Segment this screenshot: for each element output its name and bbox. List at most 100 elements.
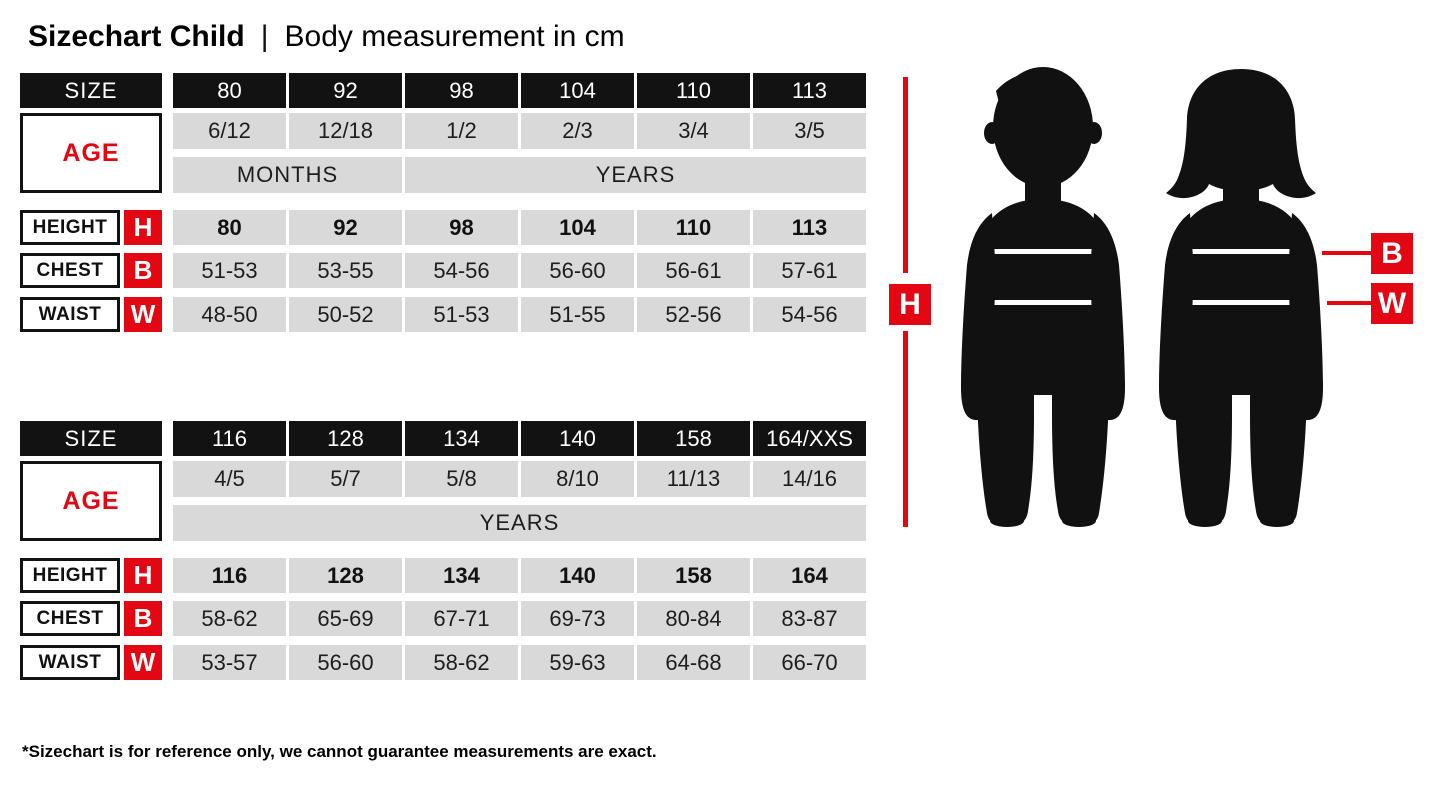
- chest-cell: 57-61: [753, 253, 866, 288]
- chest-cell: 53-55: [289, 253, 402, 288]
- age-header-label: AGE: [20, 113, 162, 193]
- waist-cell: 51-53: [405, 297, 518, 332]
- size-cell: 110: [637, 73, 750, 108]
- waist-cell: 48-50: [173, 297, 286, 332]
- waist-row-label: WAIST: [20, 297, 120, 332]
- height-cell: 98: [405, 210, 518, 245]
- chest-letter-badge: B: [124, 253, 162, 288]
- title-main: Sizechart Child: [28, 20, 245, 53]
- title-separator: |: [260, 20, 269, 53]
- age-unit-row: MONTHS YEARS: [20, 157, 866, 193]
- height-cell: 104: [521, 210, 634, 245]
- age-cell: 5/8: [405, 461, 518, 497]
- height-cell: 80: [173, 210, 286, 245]
- age-row-spacer: [20, 461, 162, 497]
- age-cell: 3/4: [637, 113, 750, 149]
- age-cell: 4/5: [173, 461, 286, 497]
- size-cell: 158: [637, 421, 750, 456]
- height-cell: 110: [637, 210, 750, 245]
- waist-row: WAIST W 53-57 56-60 58-62 59-63 64-68 66…: [20, 645, 866, 680]
- waist-cell: 54-56: [753, 297, 866, 332]
- height-cell: 128: [289, 558, 402, 593]
- size-row: SIZE 116 128 134 140 158 164/XXS: [20, 421, 866, 456]
- chest-cell: 65-69: [289, 601, 402, 636]
- chest-cell: 80-84: [637, 601, 750, 636]
- chest-cell: 51-53: [173, 253, 286, 288]
- height-cell: 134: [405, 558, 518, 593]
- waist-letter-badge: W: [124, 297, 162, 332]
- size-header-label: SIZE: [20, 421, 162, 456]
- chest-cell: 83-87: [753, 601, 866, 636]
- age-row: 4/5 5/7 5/8 8/10 11/13 14/16: [20, 461, 866, 497]
- age-cell: 3/5: [753, 113, 866, 149]
- age-cell: 8/10: [521, 461, 634, 497]
- waist-letter-badge: W: [124, 645, 162, 680]
- disclaimer-footnote: *Sizechart is for reference only, we can…: [22, 742, 657, 761]
- height-cell: 92: [289, 210, 402, 245]
- waist-cell: 51-55: [521, 297, 634, 332]
- height-row-label: HEIGHT: [20, 210, 120, 245]
- waist-cell: 52-56: [637, 297, 750, 332]
- height-figure-badge: H: [889, 284, 931, 325]
- size-cell: 134: [405, 421, 518, 456]
- age-header-label: AGE: [20, 461, 162, 541]
- chest-figure-badge: B: [1371, 233, 1413, 274]
- waist-cell: 59-63: [521, 645, 634, 680]
- age-cell: 11/13: [637, 461, 750, 497]
- size-cell: 80: [173, 73, 286, 108]
- age-cell: 1/2: [405, 113, 518, 149]
- age-row-spacer: [20, 113, 162, 149]
- waist-cell: 66-70: [753, 645, 866, 680]
- waist-measure-line: [1327, 301, 1371, 305]
- height-cell: 113: [753, 210, 866, 245]
- title-subtitle: Body measurement in cm: [284, 20, 625, 53]
- chest-row-label: CHEST: [20, 253, 120, 288]
- size-header-label: SIZE: [20, 73, 162, 108]
- age-cell: 12/18: [289, 113, 402, 149]
- age-row: 6/12 12/18 1/2 2/3 3/4 3/5: [20, 113, 866, 149]
- boy-silhouette: [961, 67, 1125, 527]
- height-row: HEIGHT H 116 128 134 140 158 164: [20, 558, 866, 593]
- size-cell: 164/XXS: [753, 421, 866, 456]
- height-row-label: HEIGHT: [20, 558, 120, 593]
- size-cell: 104: [521, 73, 634, 108]
- size-row: SIZE 80 92 98 104 110 113: [20, 73, 866, 108]
- chest-cell: 67-71: [405, 601, 518, 636]
- chest-cell: 54-56: [405, 253, 518, 288]
- height-cell: 116: [173, 558, 286, 593]
- waist-cell: 56-60: [289, 645, 402, 680]
- unit-years-cell: YEARS: [173, 505, 866, 541]
- waist-cell: 58-62: [405, 645, 518, 680]
- unit-row-spacer: [20, 157, 162, 193]
- size-cell: 116: [173, 421, 286, 456]
- waist-figure-badge: W: [1371, 283, 1413, 324]
- chest-row-label: CHEST: [20, 601, 120, 636]
- chest-row: CHEST B 51-53 53-55 54-56 56-60 56-61 57…: [20, 253, 866, 288]
- waist-cell: 64-68: [637, 645, 750, 680]
- size-cell: 98: [405, 73, 518, 108]
- age-cell: 5/7: [289, 461, 402, 497]
- waist-row: WAIST W 48-50 50-52 51-53 51-55 52-56 54…: [20, 297, 866, 332]
- unit-row-spacer: [20, 505, 162, 541]
- page-title: Sizechart Child | Body measurement in cm: [28, 20, 625, 54]
- size-cell: 113: [753, 73, 866, 108]
- size-cell: 92: [289, 73, 402, 108]
- chest-row: CHEST B 58-62 65-69 67-71 69-73 80-84 83…: [20, 601, 866, 636]
- height-measure-line-top: [903, 77, 908, 273]
- unit-years-cell: YEARS: [405, 157, 866, 193]
- age-cell: 2/3: [521, 113, 634, 149]
- height-letter-badge: H: [124, 558, 162, 593]
- height-cell: 164: [753, 558, 866, 593]
- waist-cell: 53-57: [173, 645, 286, 680]
- waist-row-label: WAIST: [20, 645, 120, 680]
- height-cell: 140: [521, 558, 634, 593]
- height-letter-badge: H: [124, 210, 162, 245]
- girl-silhouette: [1159, 69, 1323, 527]
- chest-measure-line: [1322, 251, 1371, 255]
- chest-cell: 56-60: [521, 253, 634, 288]
- size-cell: 128: [289, 421, 402, 456]
- chest-cell: 56-61: [637, 253, 750, 288]
- age-cell: 14/16: [753, 461, 866, 497]
- age-cell: 6/12: [173, 113, 286, 149]
